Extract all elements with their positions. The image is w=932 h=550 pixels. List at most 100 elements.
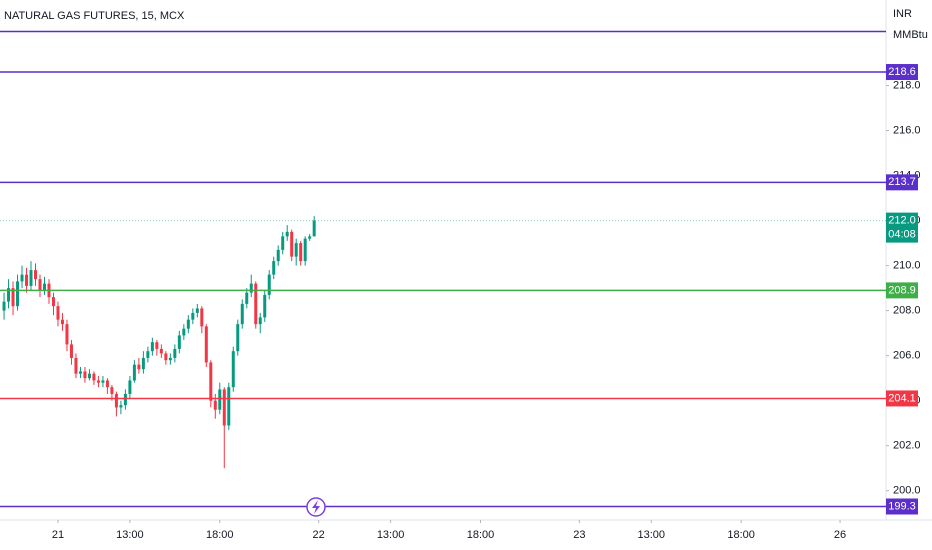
x-tick-label: 22 xyxy=(313,529,325,541)
candle-body xyxy=(290,231,294,257)
candle-body xyxy=(105,380,109,388)
candle-body xyxy=(74,357,78,374)
candle-body xyxy=(303,238,307,262)
x-tick-label: 21 xyxy=(52,529,64,541)
candle-body xyxy=(34,270,38,280)
candle-body xyxy=(227,387,231,426)
candle-body xyxy=(69,344,73,358)
candle-body xyxy=(285,231,289,237)
candle-body xyxy=(16,281,20,307)
candle-body xyxy=(51,297,55,307)
candle-body xyxy=(119,405,123,408)
x-tick-label: 26 xyxy=(834,529,846,541)
countdown: 04:08 xyxy=(888,229,916,241)
y-tick-label: 210.0 xyxy=(893,260,921,272)
level-label: 204.1 xyxy=(888,392,916,404)
candle-body xyxy=(204,326,208,363)
candle-body xyxy=(101,380,105,383)
candle-body xyxy=(308,236,312,239)
candle-body xyxy=(7,288,11,302)
candle-body xyxy=(299,243,303,262)
candle-body xyxy=(272,261,276,275)
x-tick-label: 13:00 xyxy=(116,529,144,541)
y-tick-label: 208.0 xyxy=(893,305,921,317)
event-icon[interactable] xyxy=(306,497,326,517)
level-label: 199.3 xyxy=(888,500,916,512)
y-tick-label: 202.0 xyxy=(893,440,921,452)
level-label-box xyxy=(886,64,918,81)
x-tick-label: 18:00 xyxy=(206,529,234,541)
level-label-box xyxy=(886,174,918,191)
chart-title: NATURAL GAS FUTURES, 15, MCX xyxy=(4,10,185,22)
unit: MMBtu xyxy=(893,29,928,41)
y-tick-label: 200.0 xyxy=(893,485,921,497)
candle-body xyxy=(110,387,114,394)
candle-body xyxy=(20,274,24,282)
level-label-box xyxy=(886,498,918,515)
candle-body xyxy=(258,317,262,325)
candle-body xyxy=(281,236,285,250)
candle-body xyxy=(173,348,177,358)
candle-body xyxy=(245,292,249,304)
candle-body xyxy=(191,312,195,320)
candle-body xyxy=(87,373,91,379)
candle-body xyxy=(25,274,29,286)
last-price-label: 212.0 xyxy=(888,215,916,227)
y-tick-label: 218.0 xyxy=(893,79,921,91)
candle-body xyxy=(29,270,33,286)
last-price-box xyxy=(886,212,918,243)
candle-body xyxy=(56,306,60,320)
candle-body xyxy=(83,371,87,379)
candle-body xyxy=(231,351,235,388)
level-label: 213.7 xyxy=(888,176,916,188)
currency: INR xyxy=(893,8,912,20)
candle-body xyxy=(38,279,42,291)
level-label-box xyxy=(886,282,918,299)
y-tick-label: 216.0 xyxy=(893,124,921,136)
candle-body xyxy=(96,380,100,383)
candle-body xyxy=(263,294,267,318)
level-label-box xyxy=(886,390,918,407)
candle-body xyxy=(168,357,172,361)
candle-body xyxy=(222,389,226,426)
candle-body xyxy=(146,351,150,358)
candle-body xyxy=(92,373,96,381)
candle-body xyxy=(294,243,298,257)
candle-body xyxy=(276,249,280,262)
candle-body xyxy=(312,220,316,237)
candle-body xyxy=(218,389,222,410)
x-tick-label: 18:00 xyxy=(467,529,495,541)
candle-body xyxy=(267,274,271,295)
candle-body xyxy=(195,308,199,313)
candle-body xyxy=(254,283,258,325)
candle-body xyxy=(42,283,46,291)
candle-body xyxy=(137,364,141,370)
x-tick-label: 23 xyxy=(573,529,585,541)
candle-body xyxy=(249,283,253,293)
level-label: 218.6 xyxy=(888,66,916,78)
y-tick-label: 206.0 xyxy=(893,350,921,362)
candle-body xyxy=(240,303,244,325)
candle-body xyxy=(2,301,6,311)
candle-body xyxy=(200,308,204,327)
x-tick-label: 18:00 xyxy=(727,529,755,541)
candle-body xyxy=(159,348,163,354)
event-bolt[interactable] xyxy=(312,500,320,514)
candle-body xyxy=(150,342,154,352)
candle-body xyxy=(11,288,15,307)
candle-body xyxy=(128,380,132,394)
candle-body xyxy=(213,400,217,410)
candle-body xyxy=(65,324,69,345)
candle-body xyxy=(236,324,240,352)
candle-body xyxy=(141,357,145,370)
candle-body xyxy=(114,393,118,408)
candle-body xyxy=(123,393,127,406)
candle-body xyxy=(164,353,168,361)
candle-body xyxy=(155,342,159,349)
candle-body xyxy=(132,364,136,381)
candle-body xyxy=(60,319,64,325)
x-tick-label: 13:00 xyxy=(638,529,666,541)
candle-body xyxy=(177,335,181,349)
